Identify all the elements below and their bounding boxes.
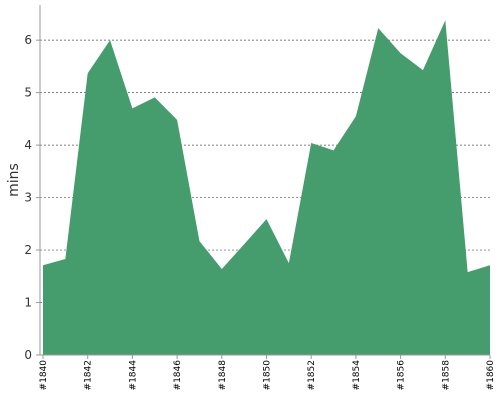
x-tick-label: #1848 <box>218 360 228 391</box>
y-tick-label: 5 <box>24 86 32 100</box>
x-tick-label: #1842 <box>84 360 94 390</box>
x-tick-label: #1850 <box>263 360 273 391</box>
y-tick-label: 6 <box>24 33 32 47</box>
y-axis-label: mins <box>6 163 22 197</box>
x-tick-label: #1852 <box>307 360 317 390</box>
y-tick-label: 2 <box>24 243 32 257</box>
y-tick-label: 0 <box>24 348 32 362</box>
y-tick-label: 3 <box>24 191 32 205</box>
y-tick-label: 4 <box>24 138 32 152</box>
area <box>43 20 490 355</box>
x-tick-label: #1840 <box>39 360 49 391</box>
x-tick-label: #1846 <box>173 360 183 391</box>
x-tick-label: #1844 <box>128 360 138 391</box>
x-tick-label: #1854 <box>352 360 362 391</box>
x-tick-label: #1860 <box>486 360 496 391</box>
x-tick-label: #1858 <box>441 360 451 391</box>
y-tick-label: 1 <box>24 296 32 310</box>
x-tick-label: #1856 <box>397 360 407 391</box>
